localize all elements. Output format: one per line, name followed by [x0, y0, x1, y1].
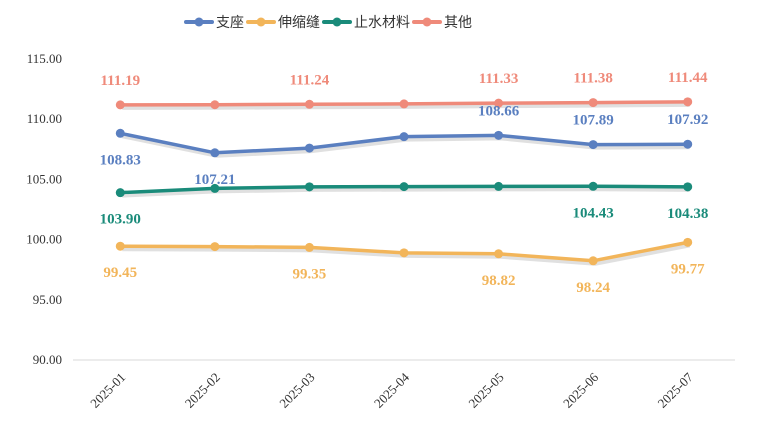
data-point: [588, 98, 598, 108]
legend-label: 其他: [444, 15, 472, 31]
legend-label: 伸缩缝: [278, 15, 320, 31]
data-label: 104.43: [573, 205, 614, 221]
data-point: [399, 99, 409, 109]
data-label: 108.83: [100, 152, 141, 168]
x-tick-label: 2025-03: [276, 370, 317, 411]
data-point: [683, 182, 693, 192]
legend-marker: [332, 17, 342, 27]
legend-item: 支座: [184, 15, 244, 31]
data-label: 108.66: [478, 103, 520, 119]
x-tick-label: 2025-01: [87, 370, 128, 411]
legend-marker: [256, 17, 266, 27]
y-tick-label: 105.00: [26, 171, 62, 186]
data-point: [115, 128, 125, 138]
data-label: 107.92: [667, 112, 708, 128]
data-point: [304, 242, 314, 252]
data-point: [115, 241, 125, 251]
x-axis: 2025-01 2025-02 2025-03 2025-04 2025-05 2025-…: [87, 369, 696, 411]
data-point: [304, 143, 314, 153]
data-point: [588, 181, 598, 191]
series-group: [115, 181, 693, 198]
data-point: [683, 237, 693, 247]
data-point: [210, 100, 220, 110]
chart-series: [115, 97, 693, 266]
data-label: 98.82: [482, 273, 516, 289]
data-label: 107.89: [573, 113, 614, 129]
y-tick-label: 95.00: [33, 292, 62, 307]
series-group: [115, 237, 693, 266]
data-point: [683, 139, 693, 149]
data-point: [494, 130, 504, 140]
legend-marker: [194, 17, 204, 27]
series-group: [115, 128, 693, 158]
data-label: 98.24: [576, 280, 610, 296]
legend-item: 止水材料: [322, 15, 410, 31]
data-point: [304, 99, 314, 109]
x-tick-label: 2025-06: [560, 369, 602, 411]
data-label: 111.19: [100, 73, 140, 89]
data-point: [588, 256, 598, 266]
chart-legend: 支座 伸缩缝 止水材料 其他: [184, 15, 472, 31]
data-point: [683, 97, 693, 107]
data-point: [115, 100, 125, 110]
y-tick-label: 110.00: [27, 111, 62, 126]
data-label: 111.24: [290, 72, 330, 88]
data-point: [399, 182, 409, 192]
y-tick-label: 100.00: [26, 232, 62, 247]
legend-label: 支座: [216, 15, 244, 31]
data-point: [210, 148, 220, 158]
data-label: 99.77: [671, 261, 705, 277]
data-point: [304, 182, 314, 192]
data-label: 104.38: [667, 206, 708, 222]
data-label: 103.90: [100, 212, 141, 228]
legend-marker: [422, 17, 432, 27]
data-point: [588, 140, 598, 150]
legend-item: 其他: [412, 15, 472, 31]
x-tick-label: 2025-02: [182, 370, 223, 411]
data-label: 111.33: [479, 71, 519, 87]
y-tick-label: 115.00: [27, 51, 62, 66]
data-point: [115, 188, 125, 198]
data-label: 111.38: [573, 71, 613, 87]
data-point: [210, 183, 220, 193]
data-label: 107.21: [194, 172, 235, 188]
series-group: [115, 97, 693, 110]
data-label: 111.44: [668, 70, 708, 86]
x-tick-label: 2025-04: [371, 369, 413, 411]
legend-item: 伸缩缝: [246, 15, 320, 31]
data-point: [399, 248, 409, 258]
data-label: 99.45: [103, 265, 137, 281]
x-tick-label: 2025-07: [655, 369, 697, 411]
data-point: [210, 242, 220, 252]
data-point: [399, 132, 409, 142]
data-labels: 108.83 107.21 108.66 107.89 107.92 99.45 99.35…: [100, 70, 709, 296]
data-point: [494, 181, 504, 191]
data-point: [494, 249, 504, 259]
x-tick-label: 2025-05: [465, 370, 506, 411]
legend-label: 止水材料: [354, 15, 410, 31]
y-tick-label: 90.00: [33, 352, 62, 367]
data-label: 99.35: [293, 266, 327, 282]
data-point: [494, 98, 504, 108]
y-axis: 90.00 95.00 100.00 105.00 110.00 115.00: [26, 51, 62, 367]
